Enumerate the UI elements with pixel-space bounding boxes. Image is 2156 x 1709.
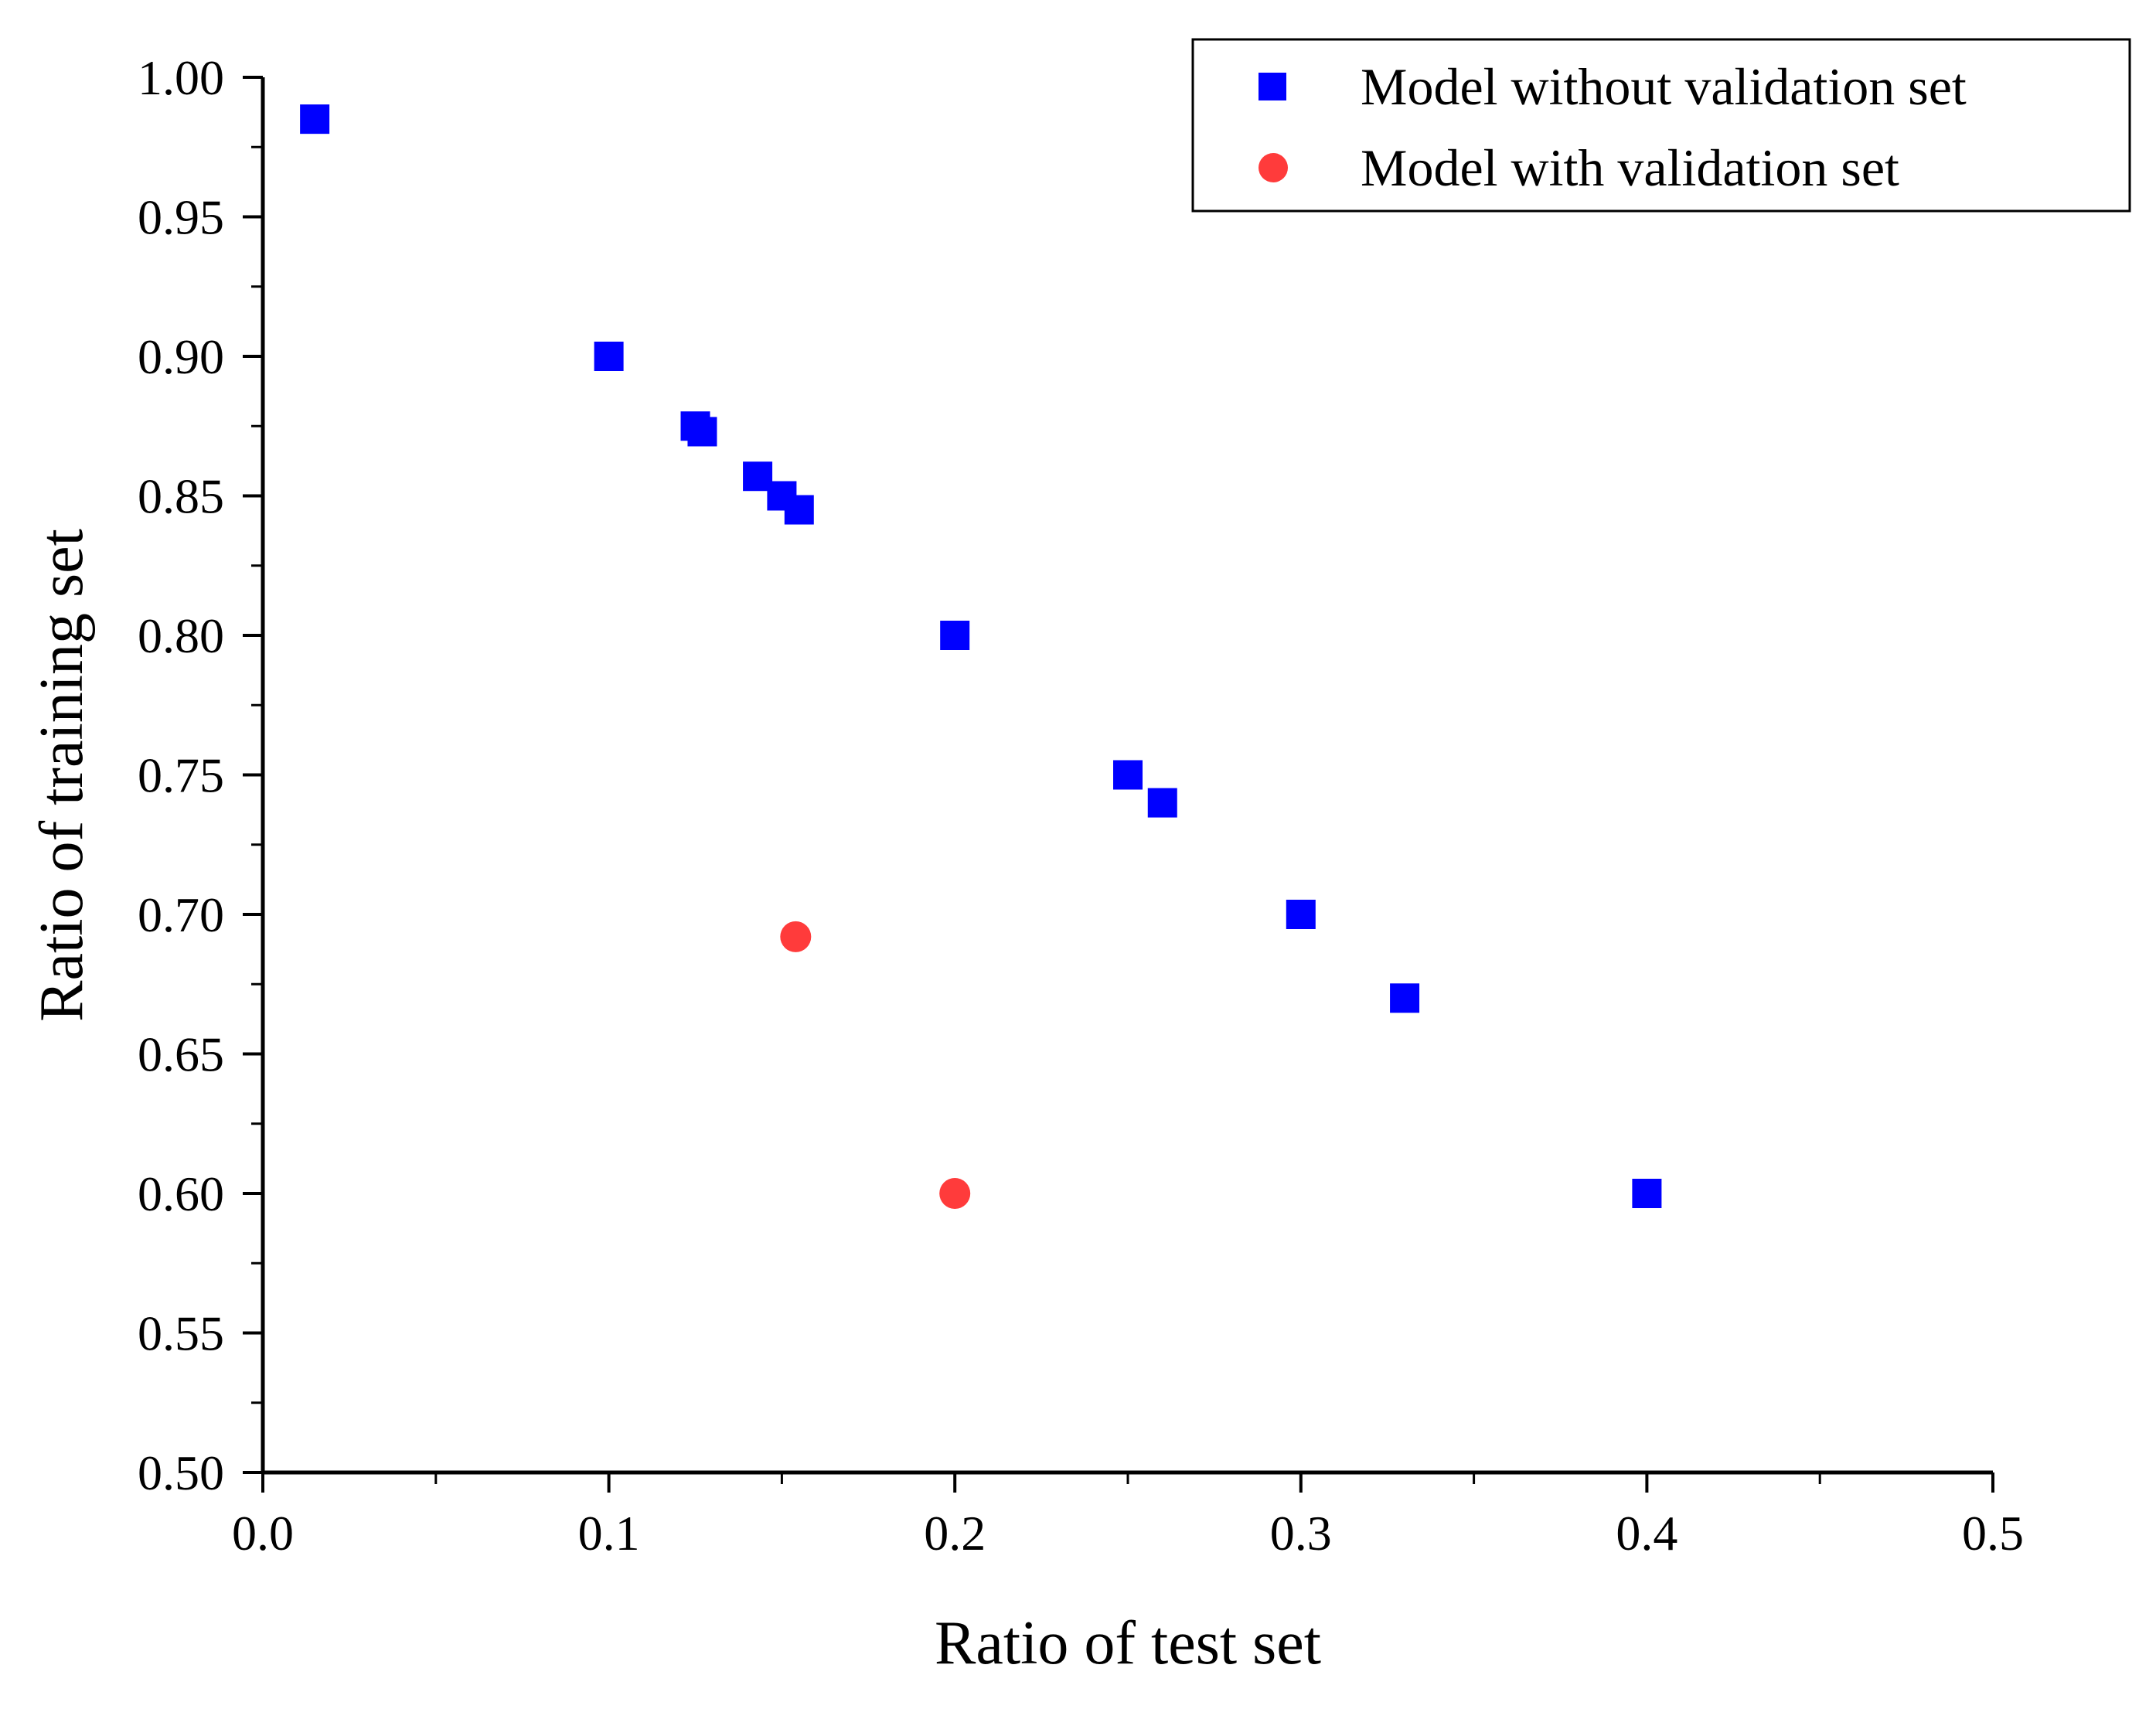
legend-marker-circle [1259,153,1288,182]
x-tick-label-0: 0.0 [232,1506,294,1561]
x-tick-label-3: 0.3 [1270,1506,1332,1561]
data-point-circle-0 [780,921,812,952]
y-tick-label-2: 0.60 [138,1166,224,1221]
data-point-square-12 [1632,1179,1662,1208]
x-tick-label-5: 0.5 [1962,1506,2024,1561]
x-tick-label-1: 0.1 [578,1506,640,1561]
data-point-square-6 [784,495,814,525]
legend: Model without validation set Model with … [1191,38,2131,213]
y-tick-label-0: 0.50 [138,1445,224,1500]
y-tick-label-7: 0.85 [138,469,224,524]
data-point-circle-1 [939,1178,971,1209]
y-tick-label-4: 0.70 [138,887,224,942]
y-tick-label-6: 0.80 [138,608,224,663]
y-tick-label-5: 0.75 [138,748,224,803]
legend-label-with-validation: Model with validation set [1361,138,1899,197]
data-point-square-8 [1113,760,1143,790]
y-tick-label-9: 0.95 [138,190,224,245]
y-axis-title: Ratio of training set [28,529,96,1022]
x-axis-title: Ratio of test set [935,1609,1321,1677]
data-point-square-3 [687,417,717,447]
y-tick-label-10: 1.00 [138,50,224,105]
y-tick-label-8: 0.90 [138,329,224,384]
data-point-square-11 [1390,983,1420,1013]
points-layer [300,104,1662,1209]
data-point-square-7 [940,621,970,650]
y-tick-label-3: 0.65 [138,1027,224,1082]
legend-marker-square [1259,73,1286,100]
x-tick-label-2: 0.2 [924,1506,986,1561]
x-tick-label-4: 0.4 [1616,1506,1677,1561]
data-point-square-0 [300,104,330,134]
y-tick-label-1: 0.55 [138,1306,224,1361]
axes-layer [261,77,1993,1475]
data-point-square-9 [1147,788,1177,818]
legend-label-without-validation: Model without validation set [1361,57,1967,116]
data-point-square-10 [1286,900,1316,929]
ticks-layer: 0.0 0.1 0.2 0.3 0.4 0.5 0.50 0.55 0.60 0.65 0.70 0.… [138,50,2024,1561]
data-point-square-1 [594,342,624,371]
legend-box [1191,38,2131,213]
